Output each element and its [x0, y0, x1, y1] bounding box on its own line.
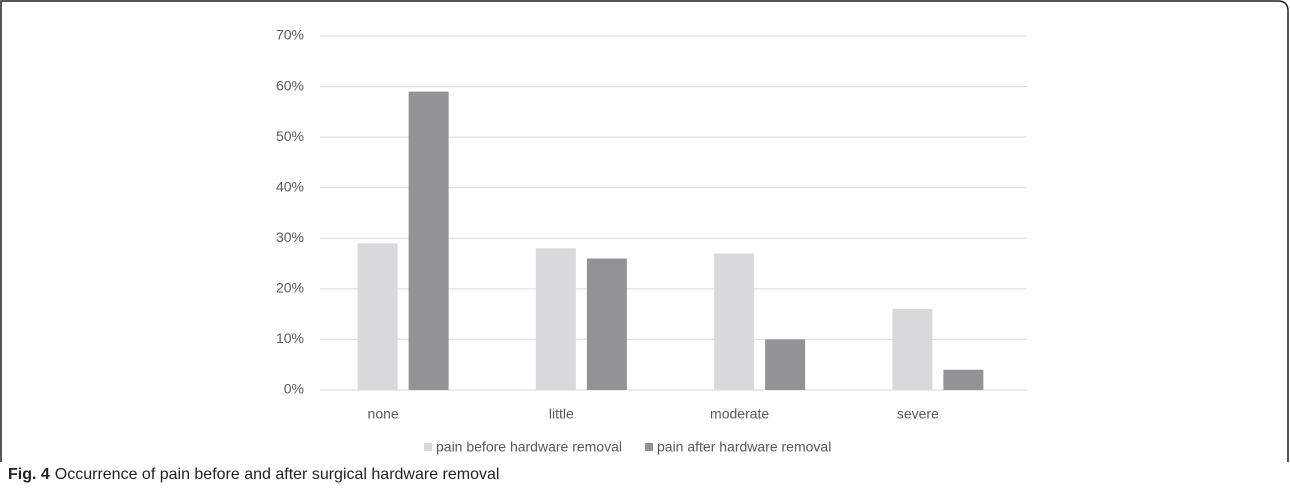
caption-label: Fig. 4 — [8, 466, 50, 483]
bar — [357, 243, 398, 390]
legend-swatch — [645, 443, 653, 451]
y-tick-label: 20% — [276, 280, 304, 296]
legend-label: pain before hardware removal — [436, 439, 622, 455]
legend-swatch — [424, 443, 432, 451]
caption: Fig. 4 Occurrence of pain before and afte… — [8, 466, 499, 483]
y-tick-label: 30% — [276, 229, 304, 245]
y-tick-label: 0% — [284, 381, 304, 397]
bar — [714, 253, 755, 390]
x-tick-label: none — [368, 406, 399, 422]
bar — [892, 309, 933, 390]
frame — [0, 0, 1289, 462]
x-tick-label: little — [549, 406, 574, 422]
caption-text: Occurrence of pain before and after surg… — [55, 466, 500, 483]
bar — [535, 248, 576, 390]
y-tick-label: 70% — [276, 27, 304, 43]
y-tick-label: 60% — [276, 77, 304, 93]
y-tick-label: 50% — [276, 128, 304, 144]
x-tick-label: moderate — [710, 406, 769, 422]
y-tick-label: 10% — [276, 330, 304, 346]
y-tick-label: 40% — [276, 178, 304, 194]
bar — [943, 369, 984, 390]
bar — [765, 339, 806, 390]
bar — [408, 91, 449, 390]
legend-label: pain after hardware removal — [657, 439, 831, 455]
x-tick-label: severe — [897, 406, 939, 422]
bar — [586, 258, 627, 390]
